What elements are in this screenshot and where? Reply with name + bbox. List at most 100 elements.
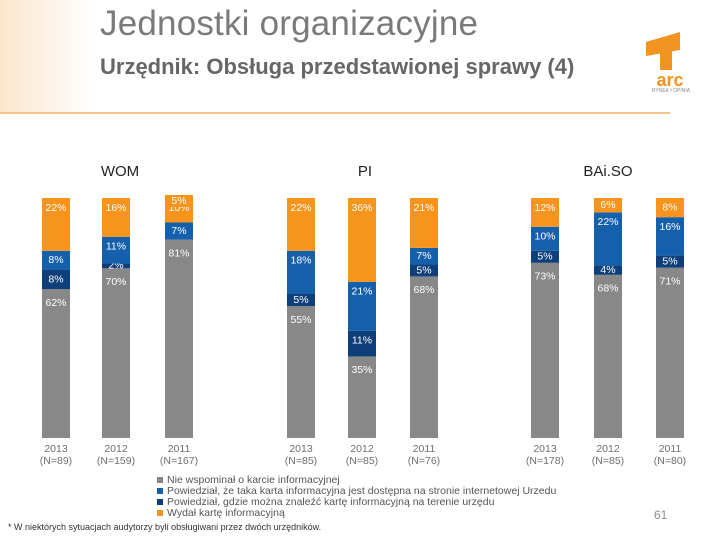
segment-nie-wspominal [410, 276, 438, 438]
segment-wydal-karte [410, 198, 438, 248]
legend-swatch-icon [157, 487, 163, 494]
data-label: 22% [597, 216, 618, 228]
segment-teren-urzedu [102, 263, 130, 269]
segment-strona-internetowa [410, 247, 438, 265]
segment-wydal-karte [594, 198, 622, 213]
x-tick-year: 2013 [289, 443, 313, 455]
group-label-wom: WOM [100, 163, 140, 180]
data-label: 71% [659, 275, 680, 287]
x-tick-year: 2012 [596, 443, 620, 455]
data-label: 5% [662, 255, 677, 267]
segment-nie-wspominal [42, 289, 70, 438]
legend-item: Nie wspominał o karcie informacyjnej [157, 473, 556, 486]
segment-wydal-karte [102, 198, 130, 237]
segment-strona-internetowa [42, 250, 70, 270]
data-label: 16% [659, 221, 680, 233]
data-label: 8% [48, 273, 63, 285]
x-tick-year: 2011 [413, 443, 436, 455]
data-label: 18% [290, 255, 311, 267]
data-label: 35% [351, 364, 372, 376]
x-tick-sample-size: (N=178) [526, 455, 564, 467]
legend-label: Nie wspominał o karcie informacyjnej [167, 473, 340, 486]
data-label: 21% [351, 286, 372, 298]
legend-item: Wydał kartę informacyjną [157, 507, 556, 520]
data-label: 81% [168, 247, 189, 259]
chart-legend: Nie wspominał o karcie informacyjnej Pow… [157, 474, 556, 519]
legend-swatch-icon [157, 498, 163, 505]
data-label: 6% [600, 199, 615, 211]
x-tick-sample-size: (N=80) [654, 455, 686, 467]
segment-strona-internetowa [348, 281, 376, 331]
segment-nie-wspominal [287, 306, 315, 438]
data-label: 11% [106, 241, 126, 253]
data-label: 8% [48, 254, 63, 266]
segment-nie-wspominal [102, 268, 130, 438]
data-label: 68% [413, 284, 434, 296]
segment-strona-internetowa [531, 226, 559, 251]
legend-label: Wydał kartę informacyjną [167, 507, 285, 520]
footnote: * W niektórych sytuacjach audytorzy byli… [8, 522, 322, 532]
x-tick-sample-size: (N=76) [408, 455, 440, 467]
segment-teren-urzedu [656, 255, 684, 268]
x-tick-sample-size: (N=85) [285, 455, 317, 467]
x-tick-year: 2013 [533, 443, 557, 455]
segment-nie-wspominal [594, 274, 622, 438]
segment-teren-urzedu [42, 270, 70, 290]
segment-teren-urzedu [287, 294, 315, 306]
data-label: 12% [534, 202, 555, 214]
data-label: 68% [597, 283, 618, 295]
data-label: 5% [171, 195, 186, 207]
page-subtitle: Urzędnik: Obsługa przedstawionej sprawy … [100, 54, 575, 79]
page-number: 61 [654, 508, 668, 522]
legend-swatch-icon [157, 510, 163, 517]
segment-nie-wspominal [531, 262, 559, 438]
data-label: 70% [105, 276, 126, 288]
x-tick-sample-size: (N=85) [592, 455, 624, 467]
legend-swatch-icon [157, 476, 163, 483]
data-label: 21% [413, 202, 434, 214]
x-tick-sample-size: (N=85) [346, 455, 378, 467]
data-label: 4% [600, 264, 615, 276]
data-label: 62% [45, 297, 66, 309]
x-tick-year: 2012 [104, 443, 128, 455]
segment-nie-wspominal [165, 239, 193, 438]
header-accent [0, 0, 92, 112]
data-label: 11% [352, 335, 372, 347]
data-label: 5% [537, 251, 552, 263]
segment-teren-urzedu [410, 264, 438, 277]
data-label: 55% [290, 314, 311, 326]
page-title: Jednostki organizacyjne [100, 4, 479, 43]
x-tick-year: 2011 [659, 443, 682, 455]
segment-nie-wspominal [348, 356, 376, 438]
segment-nie-wspominal [656, 267, 684, 438]
data-label: 7% [416, 250, 431, 262]
segment-wydal-karte-extra [165, 195, 193, 207]
logo-tagline: RYNEK I OPINIA [651, 88, 691, 94]
group-label-pi: PI [357, 163, 373, 180]
segment-wydal-karte [287, 198, 315, 251]
logo-text: arc [656, 70, 683, 90]
segment-teren-urzedu [594, 265, 622, 275]
data-label: 5% [293, 294, 308, 306]
legend-item: Powiedział, że taka karta informacyjna j… [157, 485, 556, 497]
x-tick-year: 2012 [350, 443, 374, 455]
legend-label: Powiedział, gdzie można znaleźć kartę in… [167, 495, 495, 508]
segment-strona-internetowa [594, 212, 622, 266]
segment-strona-internetowa [287, 250, 315, 294]
segment-teren-urzedu [531, 250, 559, 263]
x-tick-year: 2013 [44, 443, 68, 455]
arc-logo: arc [646, 32, 684, 90]
x-tick-sample-size: (N=159) [97, 455, 135, 467]
x-tick-sample-size: (N=167) [160, 455, 198, 467]
stacked-bar-chart: 62%8%8%22%2013(N=89)70%2%11%16%2012(N=15… [40, 195, 686, 467]
legend-item: Powiedział, gdzie można znaleźć kartę in… [157, 495, 556, 508]
data-label: 8% [662, 201, 677, 213]
title-divider [0, 112, 670, 114]
data-label: 10% [534, 231, 555, 243]
data-label: 73% [534, 271, 555, 283]
data-label: 22% [45, 202, 66, 214]
segment-wydal-karte [42, 198, 70, 251]
data-label: 36% [351, 202, 372, 214]
logo-pillar-icon [660, 50, 672, 70]
segment-strona-internetowa [165, 222, 193, 240]
